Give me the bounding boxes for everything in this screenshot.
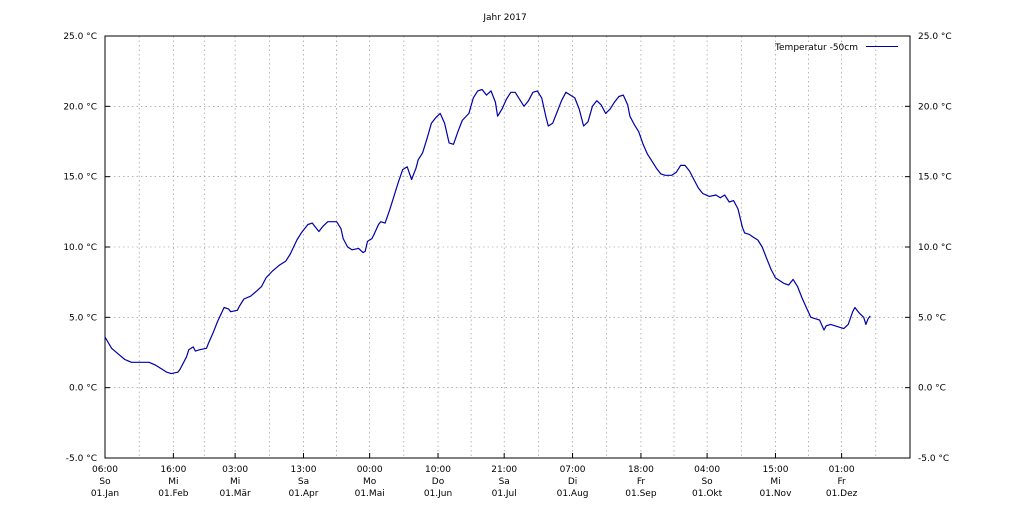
x-tick-weekday: Sa (499, 477, 510, 487)
x-tick-date: 01.Okt (692, 489, 723, 499)
x-tick-date: 01.Mär (219, 489, 251, 499)
x-tick-date: 01.Jul (492, 489, 517, 499)
x-tick-weekday: Di (568, 477, 577, 487)
y-tick-label-left: 20.0 °C (63, 102, 97, 112)
x-tick-date: 01.Dez (826, 489, 858, 499)
x-tick-time: 16:00 (160, 465, 186, 475)
x-tick-weekday: Mi (230, 477, 240, 487)
y-tick-label-right: 15.0 °C (918, 173, 952, 183)
x-tick-weekday: Fr (838, 477, 847, 487)
y-tick-label-left: 0.0 °C (69, 384, 97, 394)
x-tick-weekday: Mi (168, 477, 178, 487)
chart-title: Jahr 2017 (482, 13, 526, 23)
y-tick-label-right: 10.0 °C (918, 243, 952, 253)
x-tick-time: 15:00 (762, 465, 788, 475)
x-tick-time: 00:00 (357, 465, 383, 475)
grid (105, 36, 910, 458)
y-tick-label-left: 10.0 °C (63, 243, 97, 253)
y-axis-left: -5.0 °C 0.0 °C 5.0 °C 10.0 °C 15.0 °C 20.0 °C… (63, 32, 110, 464)
y-axis-right: -5.0 °C 0.0 °C 5.0 °C 10.0 °C 15.0 °C 20.0 °C… (905, 32, 952, 464)
x-tick-weekday: So (701, 477, 713, 487)
y-tick-label-right: 5.0 °C (918, 313, 946, 323)
x-tick-date: 01.Sep (625, 489, 657, 499)
x-tick-date: 01.Aug (557, 489, 589, 499)
x-tick-date: 01.Feb (158, 489, 189, 499)
y-tick-label-left: 15.0 °C (63, 173, 97, 183)
series-layer (104, 88, 871, 375)
legend: Temperatur -50cm (774, 43, 898, 53)
x-tick-weekday: Fr (637, 477, 646, 487)
x-tick-date: 01.Nov (760, 489, 793, 499)
x-tick-date: 01.Apr (289, 489, 319, 499)
y-tick-label-left: 25.0 °C (63, 32, 97, 42)
series-line-temperatur (104, 88, 871, 375)
x-tick-date: 01.Mai (355, 489, 385, 499)
x-axis: 06:00 So 01.Jan 16:00 Mi 01.Feb 03:00 Mi 01.Mär 1… (91, 453, 858, 499)
x-tick-time: 10:00 (425, 465, 451, 475)
x-tick-weekday: So (99, 477, 111, 487)
x-tick-time: 18:00 (628, 465, 654, 475)
x-tick-weekday: Mi (770, 477, 780, 487)
x-tick-weekday: Do (432, 477, 445, 487)
x-tick-date: 01.Jan (91, 489, 119, 499)
x-tick-weekday: Sa (298, 477, 309, 487)
y-tick-label-right: 0.0 °C (918, 384, 946, 394)
y-tick-label-left: -5.0 °C (66, 454, 97, 464)
x-tick-date: 01.Jun (424, 489, 452, 499)
legend-label: Temperatur -50cm (774, 43, 858, 53)
y-tick-label-left: 5.0 °C (69, 313, 97, 323)
y-tick-label-right: -5.0 °C (918, 454, 949, 464)
y-tick-label-right: 25.0 °C (918, 32, 952, 42)
x-tick-time: 13:00 (291, 465, 317, 475)
x-tick-time: 01:00 (829, 465, 855, 475)
x-tick-time: 06:00 (92, 465, 118, 475)
x-tick-weekday: Mo (363, 477, 377, 487)
x-tick-time: 07:00 (560, 465, 586, 475)
x-tick-time: 03:00 (222, 465, 248, 475)
x-tick-time: 21:00 (491, 465, 517, 475)
y-tick-label-right: 20.0 °C (918, 102, 952, 112)
x-tick-time: 04:00 (694, 465, 720, 475)
